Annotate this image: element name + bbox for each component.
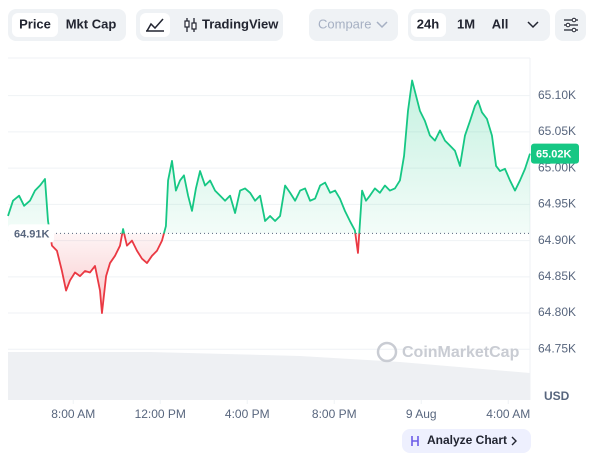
y-tick-label: 64.85K: [538, 269, 576, 283]
compare-button[interactable]: [309, 9, 398, 41]
compare-label[interactable]: Compare: [318, 16, 371, 31]
price-line: [7, 79, 531, 314]
y-tick-label: 65.00K: [538, 160, 576, 174]
analyze-chart-button[interactable]: [402, 429, 531, 453]
candle-icon-body: [184, 20, 190, 28]
price-tab-label[interactable]: Price: [19, 16, 51, 31]
currency-label: USD: [544, 389, 570, 403]
x-tick-label: 4:00 PM: [225, 407, 270, 421]
last-price-label: 65.02K: [536, 149, 572, 161]
y-tick-label: 64.90K: [538, 233, 576, 247]
baseline-tag: [8, 224, 54, 243]
x-tick-label: 8:00 AM: [51, 407, 95, 421]
mkt-cap-tab-label[interactable]: Mkt Cap: [66, 16, 117, 31]
plot-layer: 64.75K64.80K64.85K64.90K64.95K65.00K65.0…: [7, 79, 579, 421]
last-price-tag: [531, 143, 579, 164]
analyze-chart-label[interactable]: Analyze Chart: [427, 433, 507, 447]
tradingview-label[interactable]: TradingView: [202, 16, 279, 31]
range-chevron[interactable]: [527, 21, 539, 29]
settings-knob: [565, 22, 571, 28]
chart-type-group: [136, 9, 283, 41]
y-tick-label: 64.95K: [538, 197, 576, 211]
x-tick-label: 12:00 PM: [135, 407, 186, 421]
y-tick-label: 65.05K: [538, 124, 576, 138]
analyze-chevron: [511, 436, 517, 446]
x-tick-label: 8:00 PM: [312, 407, 357, 421]
range-all-label[interactable]: All: [492, 16, 509, 31]
candle-icon-body: [191, 22, 197, 30]
baseline-label: 64.91K: [14, 228, 50, 240]
y-tick-label: 65.10K: [538, 88, 576, 102]
range-24h-label[interactable]: 24h: [417, 16, 439, 31]
x-tick-label: 4:00 AM: [486, 407, 530, 421]
analyze-icon: [411, 436, 419, 446]
watermark: CoinMarketCap: [402, 344, 520, 361]
settings-knob: [571, 27, 577, 33]
volume-area: [8, 352, 530, 400]
toolbar: Price Mkt Cap TradingView Compare 24h 1M…: [8, 9, 586, 41]
settings-knob: [571, 17, 577, 23]
x-tick-label: 9 Aug: [406, 407, 437, 421]
compare-chevron: [376, 21, 388, 29]
y-tick-label: 64.80K: [538, 305, 576, 319]
price-tab[interactable]: [12, 13, 58, 37]
watermark-logo: [376, 341, 398, 363]
line-chart-icon: [146, 18, 164, 32]
line-chart-button[interactable]: [140, 13, 170, 37]
y-tick-label: 64.75K: [538, 341, 576, 355]
range-24h-tab[interactable]: [411, 13, 446, 37]
range-1m-label[interactable]: 1M: [457, 16, 475, 31]
price-area: [8, 80, 530, 314]
